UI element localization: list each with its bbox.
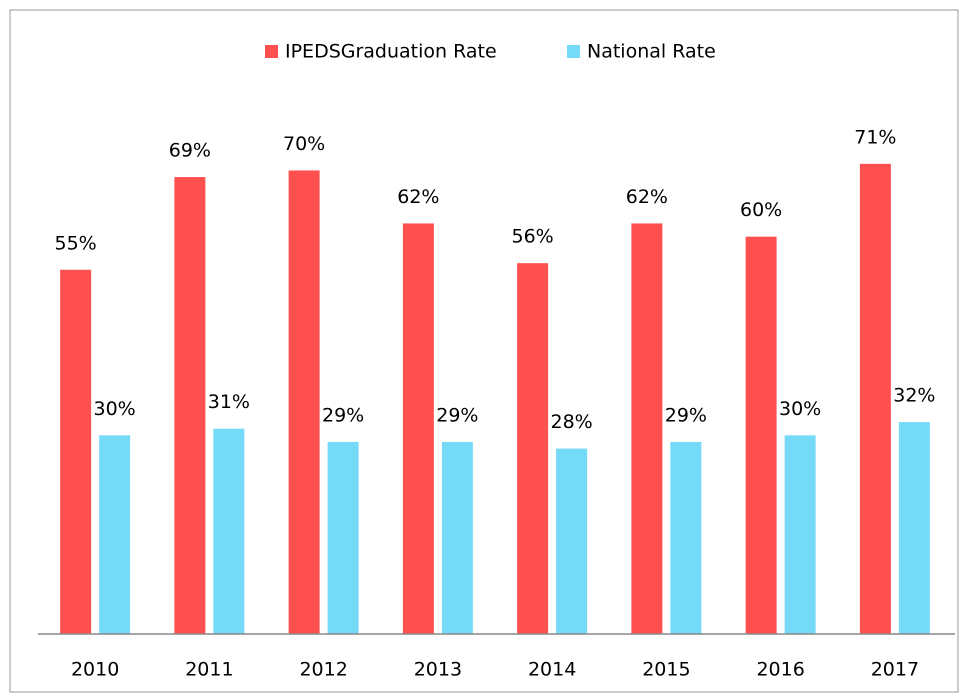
bar (441, 441, 473, 634)
data-label: 32% (893, 385, 935, 407)
bar (556, 448, 588, 634)
data-label: 55% (55, 232, 97, 254)
bar (784, 435, 816, 634)
data-label: 30% (779, 398, 821, 420)
bar (859, 163, 891, 635)
bar (898, 422, 930, 634)
x-tick-label: 2012 (299, 659, 347, 681)
bar (60, 269, 92, 634)
chart-frame (9, 9, 959, 693)
x-tick-label: 2017 (871, 659, 919, 681)
x-tick-label: 2011 (185, 659, 233, 681)
data-label: 70% (283, 133, 325, 155)
bar (174, 177, 206, 635)
data-label: 28% (551, 411, 593, 433)
x-tick-label: 2013 (414, 659, 462, 681)
data-label: 69% (169, 140, 211, 162)
bar (327, 441, 359, 634)
data-label: 31% (208, 391, 250, 413)
bar (517, 263, 549, 634)
bar (631, 223, 663, 634)
legend-label: National Rate (587, 41, 716, 63)
x-tick-label: 2016 (756, 659, 804, 681)
bar (745, 236, 777, 634)
data-label: 30% (94, 398, 136, 420)
data-label: 60% (740, 199, 782, 221)
legend-swatch (265, 45, 278, 58)
x-tick-label: 2010 (71, 659, 119, 681)
x-tick-label: 2014 (528, 659, 576, 681)
data-label: 29% (322, 404, 364, 426)
data-label: 29% (665, 404, 707, 426)
data-label: 62% (626, 186, 668, 208)
data-label: 62% (397, 186, 439, 208)
data-label: 56% (512, 226, 554, 248)
data-label: 71% (854, 126, 896, 148)
bar (402, 223, 434, 634)
legend-swatch (567, 45, 580, 58)
bar (670, 441, 702, 634)
legend-label: IPEDSGraduation Rate (285, 41, 497, 63)
bar (213, 428, 245, 634)
x-tick-label: 2015 (642, 659, 690, 681)
bar (288, 170, 320, 634)
data-label: 29% (436, 404, 478, 426)
bar (99, 435, 131, 634)
